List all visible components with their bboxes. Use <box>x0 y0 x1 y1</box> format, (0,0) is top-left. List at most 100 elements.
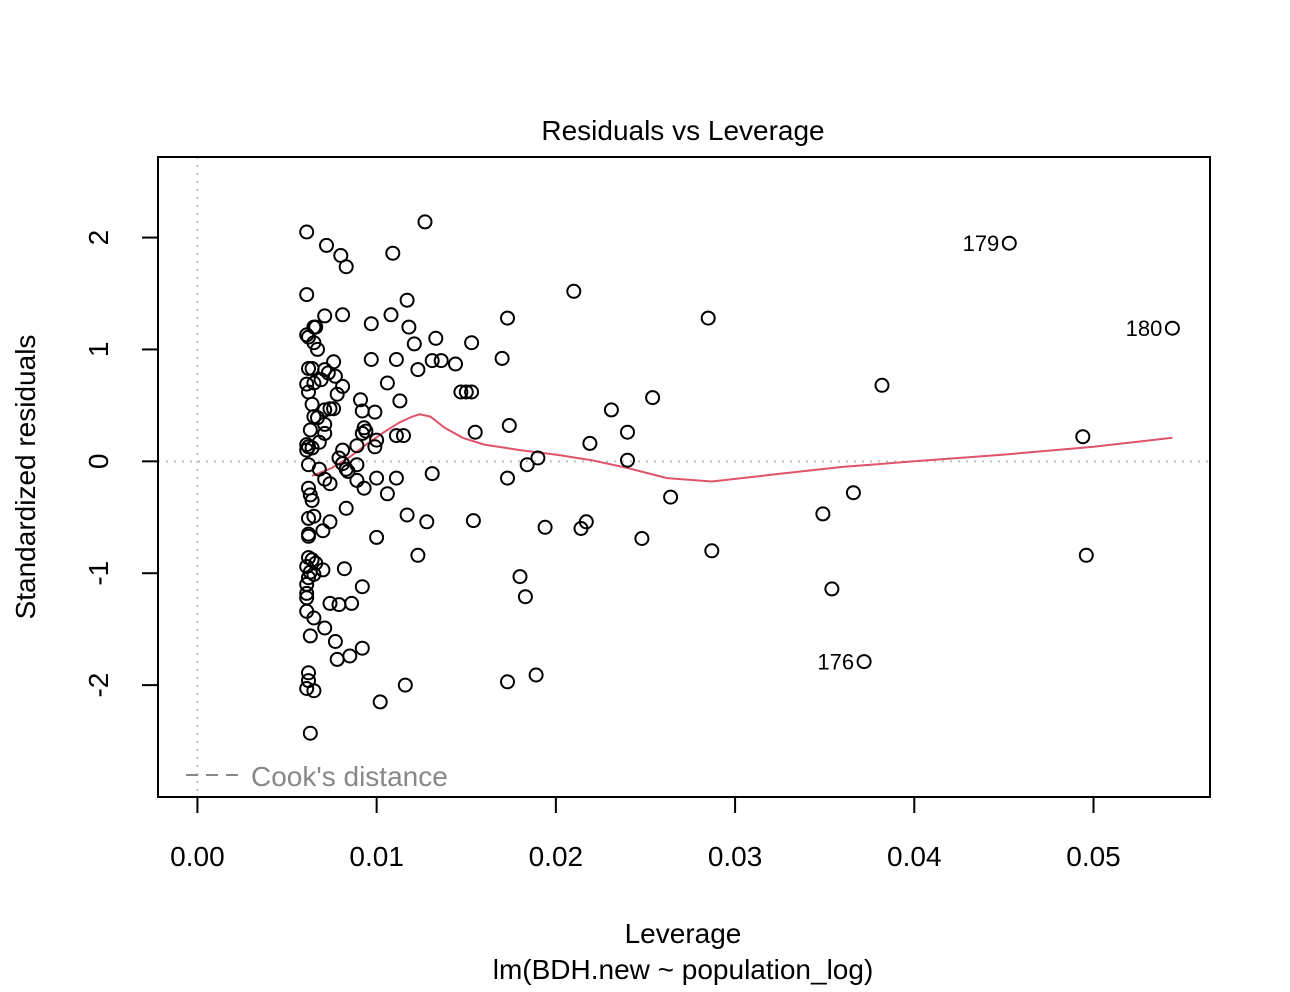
data-point <box>464 384 480 400</box>
data-point <box>313 372 329 388</box>
data-point <box>379 375 395 391</box>
data-point <box>363 316 379 332</box>
data-point <box>528 667 544 683</box>
data-point <box>620 424 635 440</box>
data-point <box>302 628 318 644</box>
data-point <box>329 651 345 667</box>
data-point <box>406 336 422 352</box>
data-point <box>856 654 872 670</box>
data-point <box>317 416 333 432</box>
data-point <box>353 392 368 408</box>
smoother-group <box>311 413 1173 483</box>
data-point <box>704 543 720 559</box>
data-point <box>433 353 449 369</box>
data-point <box>367 404 383 420</box>
data-point <box>1078 547 1094 563</box>
data-point <box>299 224 315 240</box>
data-point <box>322 476 338 492</box>
data-point <box>383 307 399 323</box>
data-point <box>419 514 435 530</box>
data-point <box>424 353 440 369</box>
data-point <box>379 486 395 502</box>
data-point <box>501 418 517 433</box>
data-point <box>315 523 331 539</box>
data-point <box>410 362 426 378</box>
data-point <box>464 335 480 351</box>
data-point <box>634 531 650 546</box>
data-point <box>399 292 415 308</box>
y-axis-label: Standardized residuals <box>10 335 41 620</box>
data-point <box>500 470 515 486</box>
data-point <box>308 319 324 335</box>
points-group <box>299 214 1180 741</box>
data-point <box>410 547 426 563</box>
y-tick-label: -2 <box>83 673 114 698</box>
data-point <box>326 401 342 417</box>
data-point <box>396 428 411 444</box>
data-point <box>302 725 318 741</box>
data-point <box>428 330 444 346</box>
data-point <box>566 283 582 299</box>
data-point <box>620 452 635 468</box>
x-tick-label: 0.05 <box>1066 841 1121 872</box>
data-point <box>372 694 388 710</box>
x-axis-subtitle: lm(BDH.new ~ population_log) <box>493 954 874 985</box>
point-label: 176 <box>817 650 854 675</box>
legend: Cook's distance <box>186 761 448 792</box>
data-point <box>329 386 345 402</box>
data-point <box>458 384 474 400</box>
data-point <box>306 683 322 699</box>
data-point <box>537 519 553 535</box>
data-point <box>500 310 515 326</box>
data-point <box>354 425 370 441</box>
x-tick-label: 0.04 <box>887 841 942 872</box>
data-point <box>302 422 318 438</box>
data-point <box>299 585 315 601</box>
data-point <box>603 402 619 418</box>
data-point <box>1164 320 1180 336</box>
point-label: 180 <box>1126 316 1163 341</box>
data-point <box>299 287 315 303</box>
data-point <box>327 634 343 649</box>
data-point <box>299 376 315 392</box>
x-tick-label: 0.02 <box>529 841 584 872</box>
data-point <box>401 319 417 335</box>
y-tick-label: 0 <box>83 454 114 470</box>
data-point <box>388 428 404 444</box>
data-point <box>1001 235 1017 251</box>
data-point <box>299 681 315 696</box>
data-point <box>363 352 379 367</box>
data-point <box>335 307 351 323</box>
y-tick-label: 2 <box>83 230 114 246</box>
data-point <box>336 561 352 577</box>
data-point <box>453 384 469 400</box>
data-point <box>317 362 333 378</box>
data-point <box>369 529 385 545</box>
data-point <box>388 352 404 367</box>
data-point <box>317 620 333 636</box>
y-tick-label: -1 <box>83 561 114 586</box>
data-point <box>354 579 370 595</box>
data-point <box>299 442 315 458</box>
data-point <box>301 528 316 544</box>
point-label: 179 <box>963 231 1000 256</box>
reference-lines <box>158 157 1210 797</box>
point-labels-group: 179 180 176 <box>817 231 1162 674</box>
x-tick-label: 0.03 <box>708 841 763 872</box>
data-point <box>494 350 510 366</box>
data-point <box>356 480 372 496</box>
data-point <box>301 665 316 681</box>
data-point <box>467 424 483 440</box>
data-point <box>578 514 594 530</box>
data-point <box>530 450 546 466</box>
x-tick-label: 0.01 <box>349 841 404 872</box>
data-point <box>310 341 325 357</box>
data-point <box>465 513 481 529</box>
data-point <box>845 485 861 501</box>
data-point <box>874 377 890 393</box>
data-point <box>385 245 401 261</box>
x-axis: 0.00 0.01 0.02 0.03 0.04 0.05 <box>170 796 1121 872</box>
data-point <box>317 308 333 324</box>
data-point <box>517 589 533 605</box>
